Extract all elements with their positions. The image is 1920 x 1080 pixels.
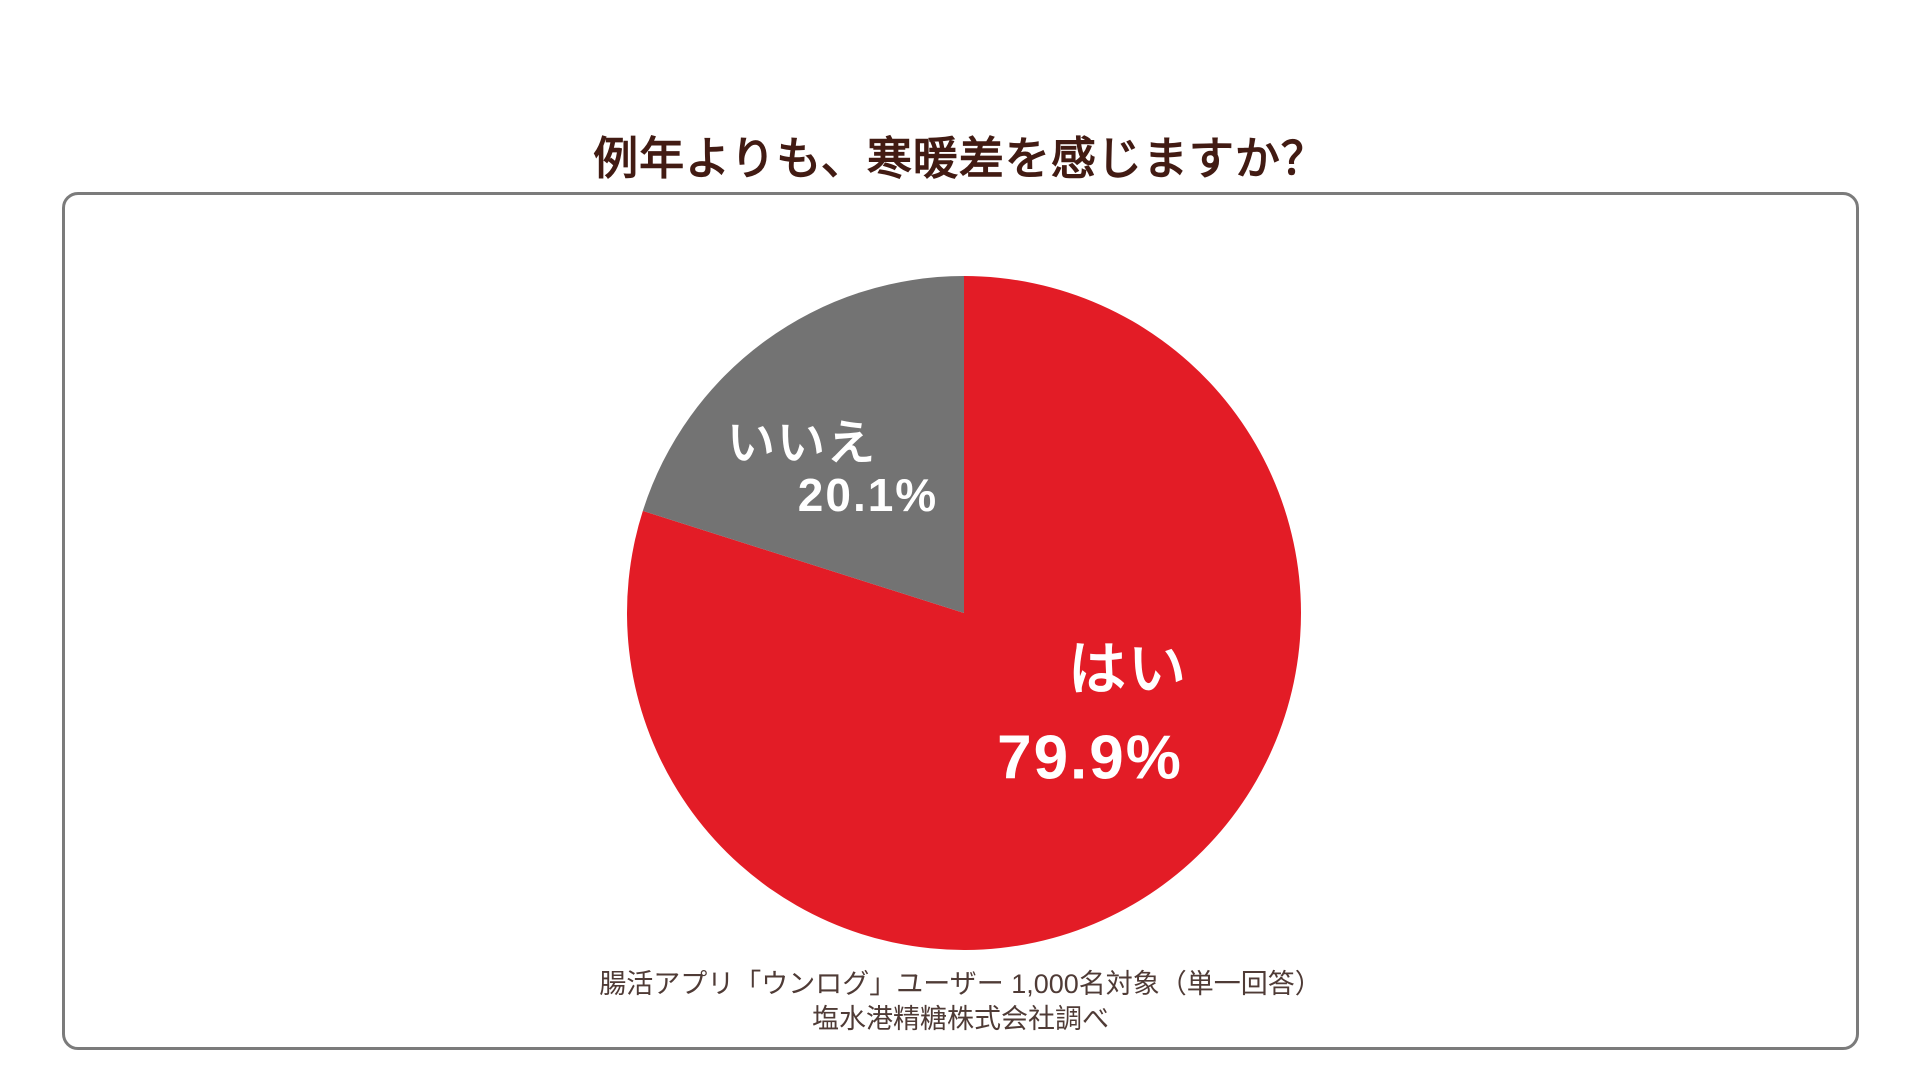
footnote-line1: 腸活アプリ「ウンログ」ユーザー 1,000名対象（単一回答）	[599, 968, 1322, 999]
pie-chart	[627, 276, 1301, 950]
pie-label-no: いいえ	[726, 417, 878, 470]
chart-title: 例年よりも、寒暖差を感じますか？	[593, 133, 1327, 184]
pie-slice-no	[642, 276, 964, 613]
survey-footnote: 腸活アプリ「ウンログ」ユーザー 1,000名対象（単一回答） 塩水港精糖株式会社…	[65, 967, 1856, 1037]
pie-label-yes: はい	[1067, 637, 1189, 702]
pie-value-no: 20.1%	[797, 469, 939, 521]
footnote-line2: 塩水港精糖株式会社調べ	[812, 1003, 1109, 1034]
chart-panel: いいえ 20.1% はい 79.9% 腸活アプリ「ウンログ」ユーザー 1,000…	[62, 192, 1859, 1050]
pie-value-yes: 79.9%	[997, 723, 1183, 793]
